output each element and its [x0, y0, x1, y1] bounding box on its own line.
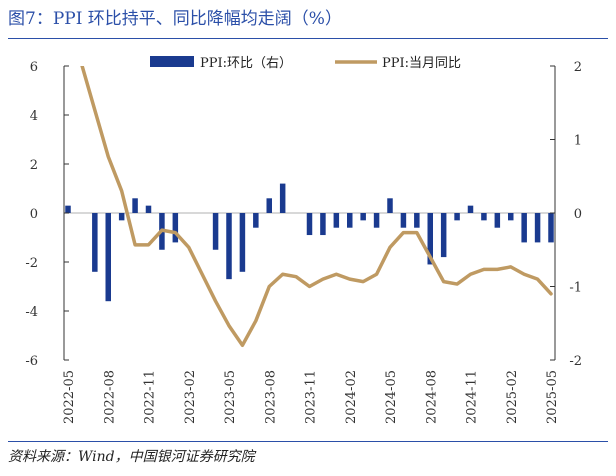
x-tick-label: 2024-08: [424, 370, 439, 424]
bar-2024-11: [467, 205, 474, 213]
x-tick-label: 2024-05: [384, 370, 399, 424]
left-tick-label: 2: [30, 158, 38, 173]
bar-2024-12: [481, 213, 487, 221]
left-axis-ticks: 6 4 2 0 -2 -4 -6: [25, 60, 69, 369]
bar-2023-01: [172, 213, 179, 243]
right-tick-label: -2: [569, 354, 582, 369]
top-divider: [8, 38, 608, 39]
bar-2024-09: [440, 213, 447, 258]
x-tick-label: 2025-02: [505, 370, 520, 424]
x-tick-label: 2024-11: [465, 370, 480, 424]
bar-2022-10: [132, 198, 138, 213]
chart-area: 2022-05 2022-08 2022-11 2023-02 2023-05 2023-…: [25, 56, 582, 424]
bar-2024-06: [400, 213, 407, 228]
bar-2024-01: [333, 213, 340, 228]
bar-2025-03: [521, 213, 527, 243]
chart-title: 图7：PPI 环比持平、同比降幅均走阔（%）: [8, 9, 342, 29]
x-tick-label: 2022-08: [102, 370, 117, 424]
left-tick-label: -6: [25, 354, 38, 369]
bar-2023-06: [239, 213, 246, 272]
bar-2024-02: [347, 213, 353, 228]
bar-2022-08: [105, 213, 111, 302]
right-tick-label: 1: [574, 134, 582, 149]
x-tick-label: 2024-02: [344, 370, 359, 424]
x-tick-label: 2023-02: [183, 370, 198, 424]
bar-2022-05: [65, 205, 71, 213]
left-tick-label: -2: [25, 256, 38, 271]
bar-2024-07: [414, 213, 420, 228]
bar-2023-12: [320, 213, 326, 236]
bar-2025-01: [494, 213, 501, 228]
bar-2023-07: [253, 213, 259, 228]
bar-2025-02: [508, 213, 514, 221]
right-tick-label: -1: [569, 281, 582, 296]
legend-bar-swatch: [150, 56, 194, 67]
line-series: [80, 66, 553, 348]
bar-2022-07: [92, 213, 98, 272]
x-tick-label: 2022-11: [143, 370, 158, 424]
bar-2024-03: [360, 213, 366, 221]
x-tick-label: 2023-11: [304, 370, 319, 424]
bar-series: [65, 183, 554, 302]
bar-2024-05: [387, 198, 393, 213]
bar-2024-04: [373, 213, 380, 228]
left-tick-label: -4: [25, 305, 38, 320]
bar-2023-04: [212, 213, 219, 250]
x-tick-label: 2023-05: [223, 370, 238, 424]
source-note: 资料来源：Wind，中国银河证券研究院: [8, 449, 255, 465]
bar-2022-09: [118, 213, 125, 221]
x-axis-ticks: 2022-05 2022-08 2022-11 2023-02 2023-05 2023-…: [62, 370, 560, 424]
bottom-divider: [8, 441, 608, 442]
right-tick-label: 2: [574, 60, 582, 75]
left-tick-label: 6: [30, 60, 38, 75]
legend: PPI:环比（右） PPI:当月同比: [150, 56, 461, 71]
bar-2023-08: [266, 198, 272, 213]
legend-line-label: PPI:当月同比: [382, 56, 461, 71]
bar-2025-04: [534, 213, 541, 243]
left-tick-label: 0: [30, 207, 38, 222]
x-tick-label: 2022-05: [62, 370, 77, 424]
right-axis-ticks: 2 1 0 -1 -2: [550, 60, 582, 369]
bar-2022-11: [145, 205, 152, 213]
bar-2024-08: [427, 213, 433, 265]
right-tick-label: 0: [574, 207, 582, 222]
bar-2023-09: [279, 183, 286, 213]
x-tick-label: 2025-05: [545, 370, 560, 424]
bar-2023-05: [226, 213, 232, 280]
x-tick-label: 2023-08: [263, 370, 278, 424]
legend-bar-label: PPI:环比（右）: [200, 56, 292, 71]
bar-2025-05: [548, 213, 554, 243]
left-tick-label: 4: [30, 109, 38, 124]
bar-2023-11: [306, 213, 313, 236]
bar-2024-10: [454, 213, 460, 221]
